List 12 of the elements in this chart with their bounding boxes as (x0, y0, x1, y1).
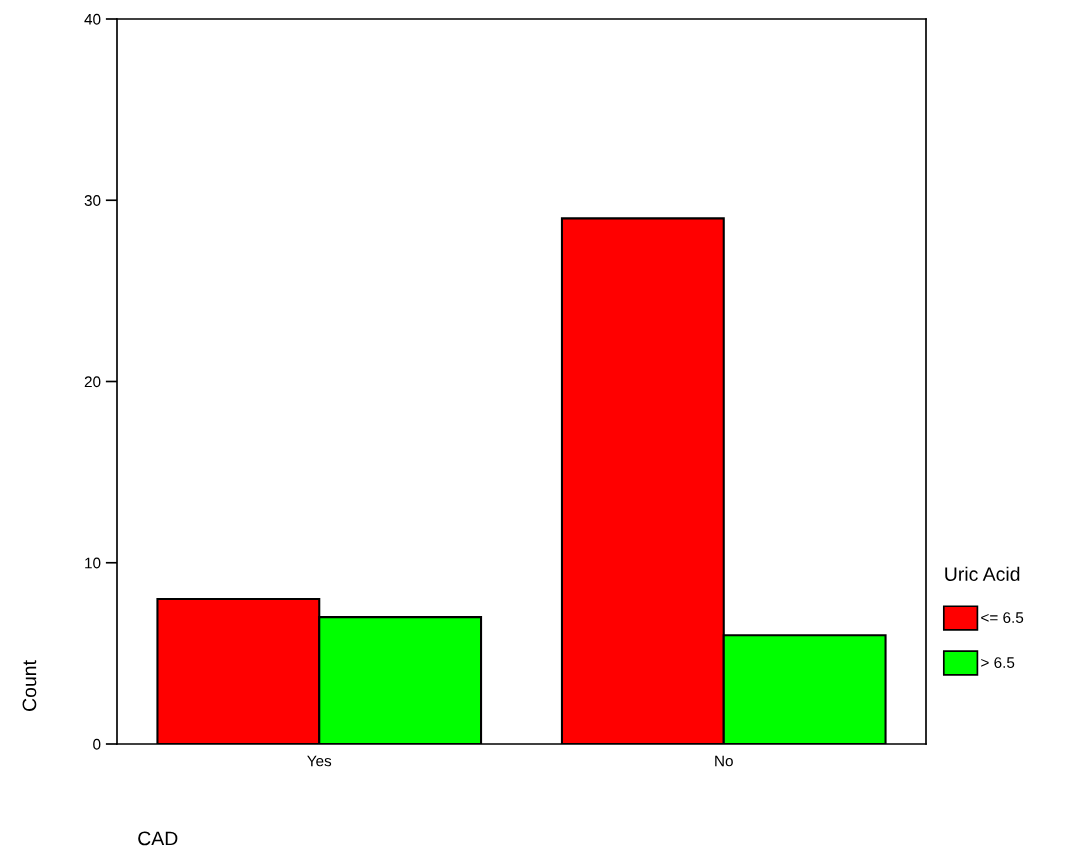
y-tick-label: 10 (85, 557, 101, 569)
legend-label: <= 6.5 (981, 612, 1024, 624)
y-tick-label: 30 (84, 195, 101, 206)
x-axis-title: CAD (138, 831, 178, 846)
y-tick-label: 0 (93, 738, 101, 750)
y-axis-title: Count (22, 660, 37, 711)
x-tick-label: No (715, 755, 733, 767)
y-tick-label: 40 (84, 13, 101, 25)
legend-title: Uric Acid (945, 566, 1020, 581)
x-tick-label: Yes (307, 755, 332, 767)
y-tick-label: 20 (84, 376, 101, 388)
legend-label: > 6.5 (981, 657, 1015, 669)
